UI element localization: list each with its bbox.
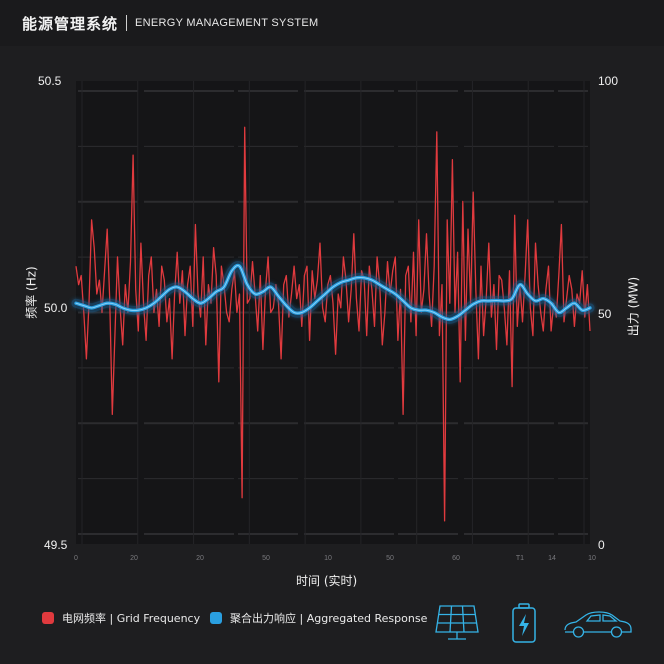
x-tick-label: 50 [386,555,394,562]
left-tick-top: 50.5 [38,74,62,88]
legend-swatch-blue [210,612,222,624]
y-axis-left-title: 频率 (Hz) [24,266,39,319]
title-divider [126,15,128,31]
grid-frequency-line [75,126,591,522]
left-tick-bottom: 49.5 [44,538,68,552]
x-tick-label: 10 [324,555,332,562]
x-axis-title: 时间 (实时) [296,574,358,588]
app-title-cn: 能源管理系统 [22,14,119,33]
x-tick-label: 10 [588,555,596,562]
header-bar: 能源管理系统 ENERGY MANAGEMENT SYSTEM [0,0,664,46]
grid-lines [78,81,588,544]
x-tick-label: 50 [262,555,270,562]
x-tick-label: T1 [516,555,524,562]
x-axis-ticks: 0 20 20 50 10 50 60 T1 14 10 [74,555,596,562]
legend-label-aggregated-response: 聚合出力响应 | Aggregated Response [230,612,428,625]
x-tick-label: 14 [548,555,556,562]
right-tick-mid: 50 [598,307,612,321]
electric-car-icon [564,611,632,638]
legend-swatch-red [42,612,54,624]
x-tick-label: 0 [74,555,78,562]
series-aggregated-response [71,261,595,324]
right-tick-bottom: 0 [598,538,605,552]
x-tick-label: 20 [196,555,204,562]
app-title-en: ENERGY MANAGEMENT SYSTEM [135,17,319,29]
x-tick-label: 20 [130,555,138,562]
legend-grid-frequency: 电网频率 | Grid Frequency [42,610,200,626]
aggregated-response-highlight [75,264,591,320]
series-grid-frequency [75,126,591,522]
y-axis-right-title: 出力 (MW) [626,276,641,337]
left-tick-mid: 50.0 [44,301,68,315]
x-tick-label: 60 [452,555,460,562]
right-tick-top: 100 [598,74,619,88]
legend-label-grid-frequency: 电网频率 | Grid Frequency [62,612,201,625]
solar-panel-icon [435,605,479,640]
battery-icon [512,603,536,643]
legend-aggregated-response: 聚合出力响应 | Aggregated Response [210,610,427,626]
